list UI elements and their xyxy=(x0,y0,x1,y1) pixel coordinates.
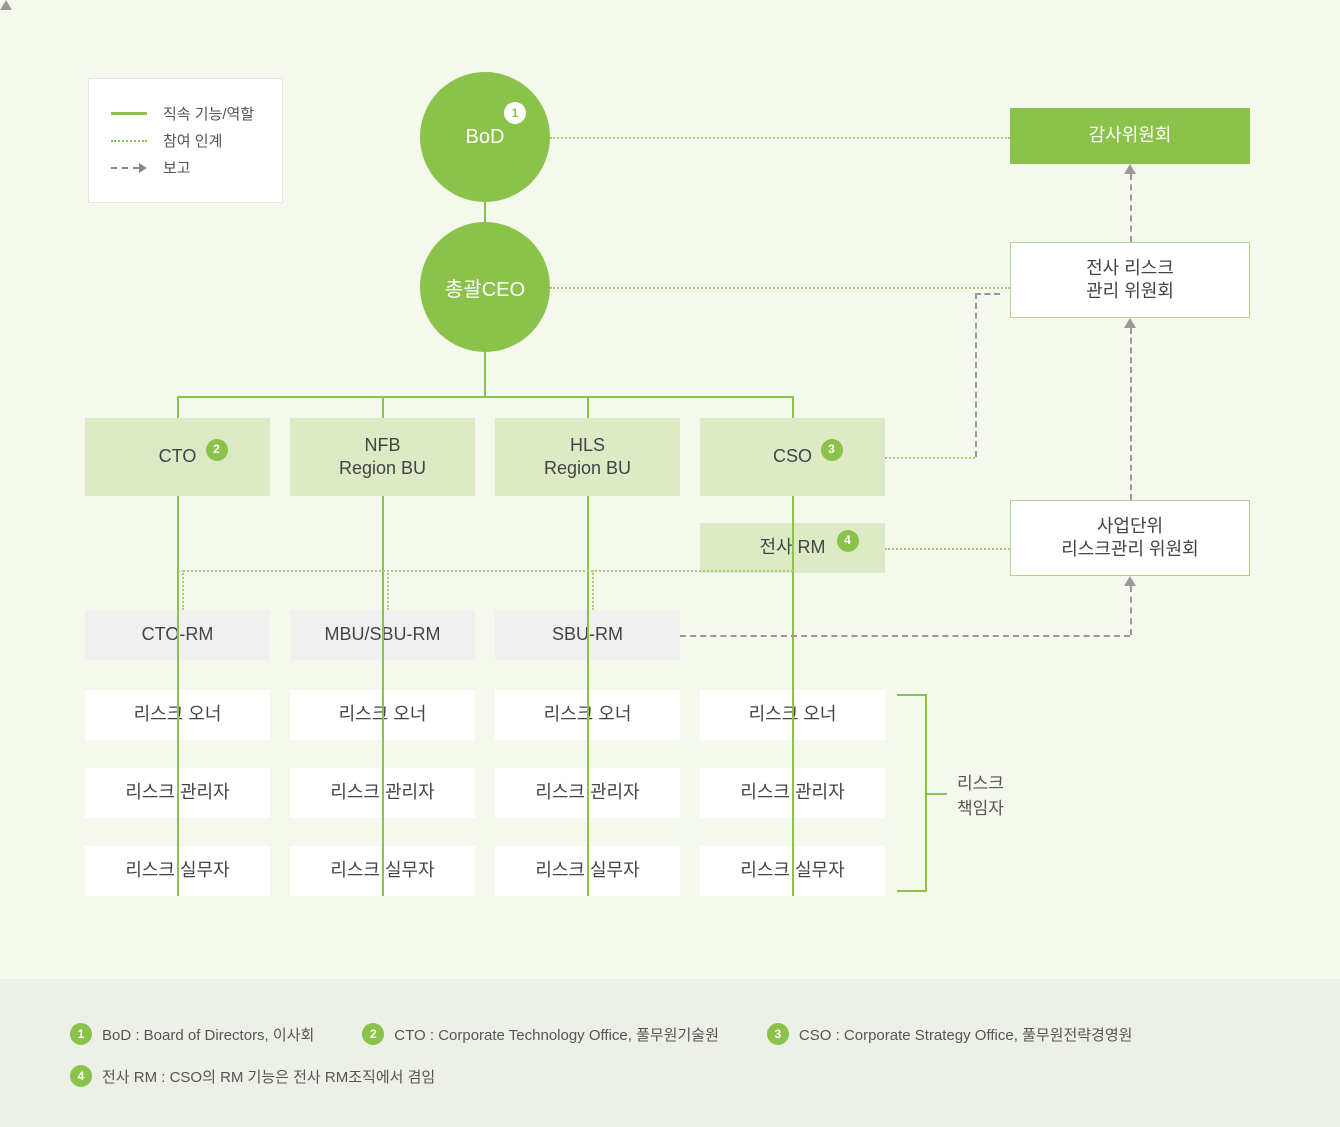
conn-bus-drop-2 xyxy=(587,396,589,418)
dash-ent-audit xyxy=(1130,174,1132,242)
legend-dashed-arrow xyxy=(111,163,147,173)
footnote-3: 3 CSO : Corporate Strategy Office, 풀무원전략경… xyxy=(767,1023,1133,1045)
dotted-rm-stub-1 xyxy=(387,570,389,610)
legend-dotted-line xyxy=(111,140,147,142)
conn-ceo-bus xyxy=(484,352,486,396)
node-hls: HLS Region BU xyxy=(495,418,680,496)
footnote-text-1: BoD : Board of Directors, 이사회 xyxy=(102,1024,314,1045)
conn-bus xyxy=(178,396,793,398)
footnote-1: 1 BoD : Board of Directors, 이사회 xyxy=(70,1023,314,1045)
node-enterprise-rm-sup: 4 xyxy=(837,530,859,552)
conn-col-1 xyxy=(382,496,384,896)
node-business-risk-committee: 사업단위 리스크관리 위원회 xyxy=(1010,500,1250,576)
node-ceo: 총괄CEO xyxy=(420,222,550,352)
dotted-rm-stub-2 xyxy=(592,570,594,610)
node-nfb: NFB Region BU xyxy=(290,418,475,496)
footnote-2: 2 CTO : Corporate Technology Office, 풀무원기… xyxy=(362,1023,719,1045)
node-bod: BoD 1 xyxy=(420,72,550,202)
brace-tick xyxy=(927,793,947,795)
conn-col-2 xyxy=(587,496,589,896)
legend-row-dotted: 참여 인계 xyxy=(111,130,254,151)
node-audit-committee-label: 감사위원회 xyxy=(1089,124,1172,147)
node-ceo-label: 총괄CEO xyxy=(445,273,525,302)
footnote-num-4: 4 xyxy=(70,1065,92,1087)
dotted-bod-audit xyxy=(550,137,1010,139)
legend-box: 직속 기능/역할 참여 인계 보고 xyxy=(88,78,283,203)
footnote-text-3: CSO : Corporate Strategy Office, 풀무원전략경영… xyxy=(799,1024,1133,1045)
footnote-num-2: 2 xyxy=(362,1023,384,1045)
risk-brace xyxy=(897,694,927,892)
node-nfb-label: NFB Region BU xyxy=(339,434,426,481)
legend-solid-label: 직속 기능/역할 xyxy=(163,103,254,124)
legend-row-dashed: 보고 xyxy=(111,157,254,178)
node-cto: CTO 2 xyxy=(85,418,270,496)
dotted-cso-right xyxy=(885,457,975,459)
node-business-risk-committee-label: 사업단위 리스크관리 위원회 xyxy=(1061,515,1198,562)
sup-bod: 1 xyxy=(504,102,526,124)
footnote-num-1: 1 xyxy=(70,1023,92,1045)
node-bod-label: BoD xyxy=(466,126,505,149)
conn-col-3 xyxy=(792,496,794,896)
dash-sbu-v xyxy=(1130,586,1132,635)
node-enterprise-risk-committee: 전사 리스크 관리 위원회 xyxy=(1010,242,1250,318)
dash-cso-h xyxy=(975,293,1000,295)
dotted-rm-biz xyxy=(885,548,1010,550)
node-cso: CSO 3 xyxy=(700,418,885,496)
node-cto-label: CTO xyxy=(159,445,197,468)
legend-dashed-label: 보고 xyxy=(163,157,191,178)
node-hls-label: HLS Region BU xyxy=(544,434,631,481)
org-chart-stage: 직속 기능/역할 참여 인계 보고 감사위원회전사 리스크 관리 위원회사업단위… xyxy=(0,0,1340,1127)
node-enterprise-risk-committee-label: 전사 리스크 관리 위원회 xyxy=(1086,257,1174,304)
footnotes: 1 BoD : Board of Directors, 이사회 2 CTO : Cor… xyxy=(0,979,1340,1127)
conn-col-0 xyxy=(177,496,179,896)
node-cso-label: CSO xyxy=(773,445,812,468)
dotted-rm-stub-0 xyxy=(182,570,184,610)
node-audit-committee: 감사위원회 xyxy=(1010,108,1250,164)
conn-bod-ceo xyxy=(484,202,486,222)
dash-biz-ent xyxy=(1130,328,1132,500)
conn-bus-drop-1 xyxy=(382,396,384,418)
legend-solid-line xyxy=(111,112,147,115)
dotted-rm-bus xyxy=(178,570,793,572)
 xyxy=(0,0,12,10)
dotted-ceo-ent xyxy=(550,287,1010,289)
node-cso-sup: 3 xyxy=(821,439,843,461)
footnote-4: 4 전사 RM : CSO의 RM 기능은 전사 RM조직에서 겸임 xyxy=(70,1065,435,1087)
arrow-biz-ent xyxy=(1124,318,1136,328)
arrow-sbu-biz xyxy=(1124,576,1136,586)
footnote-text-4: 전사 RM : CSO의 RM 기능은 전사 RM조직에서 겸임 xyxy=(102,1066,435,1087)
conn-bus-drop-0 xyxy=(177,396,179,418)
node-cto-sup: 2 xyxy=(206,439,228,461)
footnote-text-2: CTO : Corporate Technology Office, 풀무원기술… xyxy=(394,1024,719,1045)
conn-bus-drop-3 xyxy=(792,396,794,418)
arrow-ent-audit xyxy=(1124,164,1136,174)
footnote-num-3: 3 xyxy=(767,1023,789,1045)
legend-row-solid: 직속 기능/역할 xyxy=(111,103,254,124)
brace-label: 리스크 책임자 xyxy=(957,769,1004,819)
dash-cso-up xyxy=(975,293,977,457)
dash-sbu-h xyxy=(680,635,1130,637)
legend-dotted-label: 참여 인계 xyxy=(163,130,222,151)
